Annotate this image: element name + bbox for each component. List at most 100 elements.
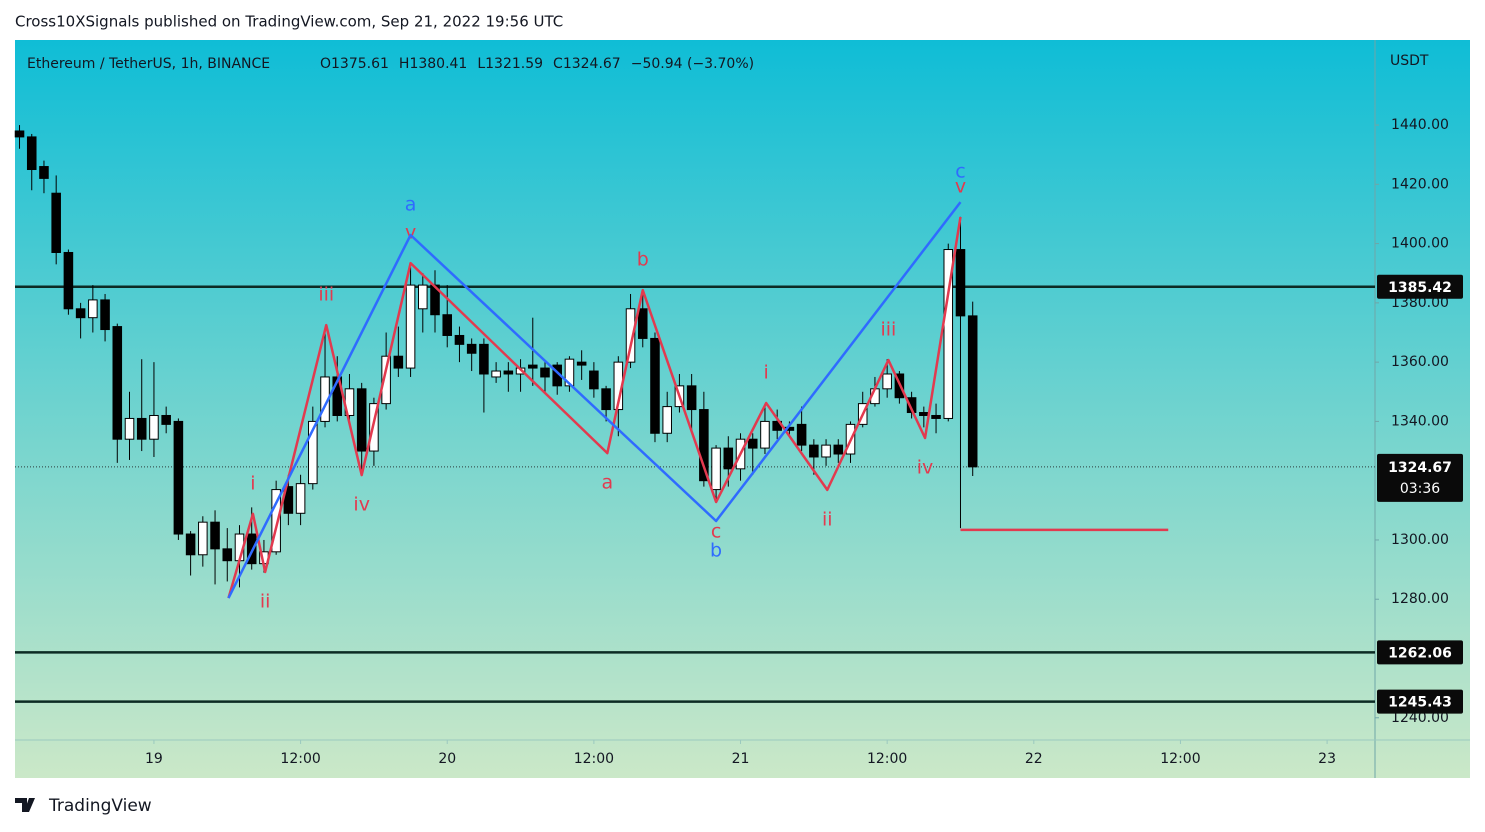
candle-body [882, 373, 892, 390]
x-tick-label: 22 [1025, 751, 1043, 767]
y-tick-label: 1380.00 [1391, 295, 1449, 311]
x-tick-label: 23 [1318, 751, 1336, 767]
candle-body [100, 299, 110, 331]
candle-body [967, 315, 978, 468]
y-tick-label: 1280.00 [1391, 591, 1449, 607]
candle-body [75, 308, 86, 319]
candle-body [699, 409, 709, 482]
candle-body [222, 548, 233, 562]
candle-body [198, 521, 208, 556]
x-tick-label: 20 [438, 751, 456, 767]
last-price-label: 1324.67 [1388, 460, 1452, 476]
candle-body [625, 308, 636, 363]
candle-body [295, 483, 306, 514]
candle-body [919, 412, 929, 416]
wave-label: b [637, 249, 649, 271]
wave-label: iv [353, 494, 370, 516]
candle-body [63, 251, 74, 310]
wave-label: c [711, 521, 721, 543]
candle-body [564, 358, 575, 387]
ohlc-legend: C1324.67 [553, 56, 621, 72]
chart-background [15, 40, 1470, 778]
candle-body [760, 420, 770, 449]
last-price-box [1377, 453, 1463, 502]
candle-body [821, 444, 831, 458]
candle-body [308, 420, 318, 485]
candle-body [686, 385, 697, 411]
x-tick-label: 19 [145, 751, 163, 767]
candle-body [711, 447, 721, 491]
x-tick-label: 12:00 [280, 751, 320, 767]
wave-label: ii [822, 508, 833, 530]
candle-body [589, 370, 599, 390]
candle-body [527, 364, 538, 369]
ohlc-legend: −50.94 (−3.70%) [631, 56, 754, 72]
candle-body [454, 334, 465, 345]
candle-body [662, 406, 672, 434]
candle-body [405, 284, 416, 369]
candle-body [955, 249, 966, 317]
candle-body [576, 361, 587, 366]
candle-body [637, 308, 648, 339]
candle-body [943, 249, 954, 419]
x-tick-label: 12:00 [867, 751, 907, 767]
candle-body [161, 414, 171, 425]
y-tick-label: 1340.00 [1391, 413, 1449, 429]
candle-body [418, 284, 428, 310]
wave-label: a [405, 194, 417, 216]
level-price-label: 1245.43 [1388, 695, 1452, 711]
wave-label: ii [260, 590, 271, 612]
level-price-label: 1262.06 [1388, 645, 1452, 661]
candle-body [246, 533, 257, 565]
candle-body [210, 521, 220, 550]
candle-body [833, 444, 844, 455]
candle-body [112, 326, 123, 440]
candle-body [185, 533, 196, 556]
candle-body [51, 192, 61, 253]
tradingview-logo [15, 798, 35, 812]
currency-label: USDT [1390, 53, 1429, 69]
symbol-title: Ethereum / TetherUS, 1h, BINANCE [27, 56, 270, 72]
x-tick-label: 12:00 [1160, 751, 1200, 767]
candle-body [39, 166, 49, 179]
y-tick-label: 1420.00 [1391, 176, 1449, 192]
candle-body [381, 355, 391, 405]
wave-label: c [955, 161, 965, 183]
candle-body [393, 355, 404, 369]
wave-label: v [405, 222, 416, 244]
candle-body [906, 397, 917, 414]
y-tick-label: 1360.00 [1391, 354, 1449, 370]
plot: 1240.00 1280.00 1300.00 1340.00 1360.00 1380.… [14, 117, 1463, 767]
wave-line [227, 216, 962, 599]
candle-body [747, 438, 758, 449]
candle-body [809, 444, 819, 458]
candle-body [88, 299, 98, 319]
level-price-box [1377, 689, 1463, 714]
candle-body [931, 414, 941, 419]
wave-label: v [955, 175, 966, 197]
candle-body [26, 136, 37, 171]
wave-label: iii [880, 319, 896, 341]
wave-label: iv [917, 457, 934, 479]
wave-label: b [710, 539, 722, 561]
y-tick-label: 1240.00 [1391, 710, 1449, 726]
wave-line [227, 201, 962, 599]
level-price-box [1377, 640, 1463, 665]
candle-body [796, 423, 807, 446]
candle-body [271, 489, 281, 553]
ohlc-legend: H1380.41 [399, 56, 467, 72]
x-tick-label: 12:00 [574, 751, 614, 767]
y-tick-label: 1440.00 [1391, 117, 1449, 133]
candle-body [136, 417, 147, 440]
y-tick-label: 1300.00 [1391, 532, 1449, 548]
footer-brand: TradingView [48, 796, 152, 816]
wave-label: i [250, 472, 255, 494]
candle-body [173, 420, 184, 535]
wave-label: iii [318, 284, 334, 306]
candle-body [503, 370, 514, 375]
candle-body [540, 367, 550, 378]
level-price-box [1377, 274, 1463, 299]
wave-label: a [601, 472, 613, 494]
candle-body [479, 343, 489, 375]
